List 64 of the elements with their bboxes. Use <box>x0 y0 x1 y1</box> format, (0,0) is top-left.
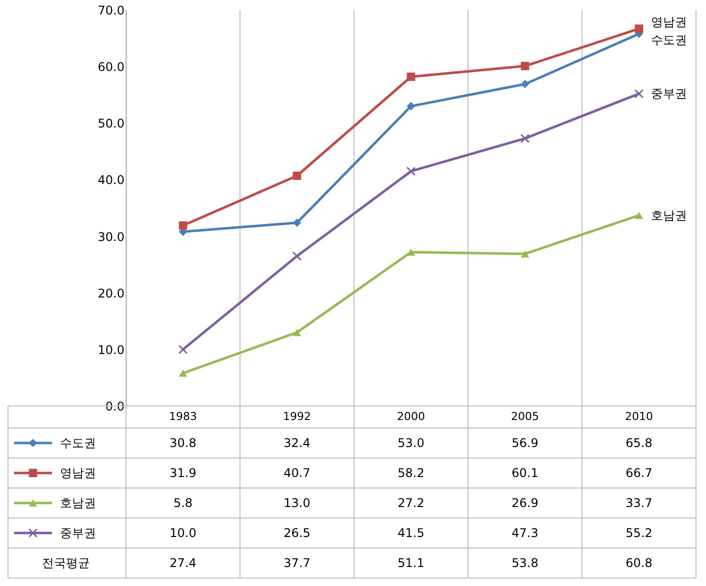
text: 53.8 <box>512 556 538 570</box>
point <box>292 218 302 227</box>
data-label: 26.9 <box>512 496 538 510</box>
data-label: 58.2 <box>398 466 424 480</box>
data-label: 56.9 <box>512 436 538 450</box>
data-label: 26.5 <box>284 526 310 540</box>
data-label: 10.0 <box>170 526 196 540</box>
x-tick-label: 2000 <box>397 410 425 423</box>
legend-label: 수도권 <box>60 436 96 450</box>
data-label: 31.9 <box>170 466 196 480</box>
data-label: 33.7 <box>626 496 652 510</box>
y-tick-label: 50.0 <box>98 116 124 131</box>
legend-label: 중부권 <box>60 526 96 540</box>
y-tick-label: 30.0 <box>98 230 124 244</box>
y-tick-label: 20.0 <box>98 286 124 300</box>
point <box>634 89 644 98</box>
point <box>406 102 416 110</box>
x-tick-label: 1983 <box>169 410 197 423</box>
x-tick-label: 2010 <box>625 410 653 423</box>
text: 60.8 <box>626 556 652 570</box>
data-label: 40.7 <box>284 466 310 480</box>
point <box>634 24 644 33</box>
point <box>406 166 416 176</box>
text: 전국평균 <box>42 556 90 570</box>
text: 중부권 <box>651 86 687 101</box>
text: 37.7 <box>284 556 310 570</box>
data-label: 5.8 <box>173 496 193 510</box>
x-tick-label: 2005 <box>511 410 539 423</box>
data-label: 55.2 <box>626 526 652 540</box>
data-label: 30.8 <box>170 436 196 450</box>
point <box>406 248 416 256</box>
text: 영남권 <box>651 15 687 30</box>
data-label: 41.5 <box>398 526 424 540</box>
x-tick-label: 1992 <box>283 410 311 423</box>
y-tick-label: 70.0 <box>98 4 124 18</box>
point <box>292 328 302 336</box>
point <box>520 62 530 70</box>
point <box>292 172 302 180</box>
y-tick-label: 10.0 <box>98 342 124 357</box>
data-label: 27.2 <box>398 496 424 510</box>
data-label: 65.8 <box>626 436 652 450</box>
y-tick-label: 60.0 <box>98 60 124 74</box>
legend-label: 호남권 <box>60 496 96 510</box>
point <box>178 370 188 377</box>
data-label: 13.0 <box>284 496 310 510</box>
legend-label: 영남권 <box>60 466 96 480</box>
data-label: 47.3 <box>512 526 538 540</box>
point <box>292 251 302 261</box>
point <box>520 80 530 88</box>
text: 수도권 <box>651 33 687 48</box>
data-label: 32.4 <box>284 436 310 450</box>
text: 51.1 <box>398 556 424 570</box>
point <box>520 134 530 144</box>
point <box>178 221 188 230</box>
data-label: 66.7 <box>626 466 652 480</box>
data-label: 60.1 <box>512 466 538 480</box>
point <box>406 72 416 81</box>
point <box>178 344 188 354</box>
text: 호남권 <box>651 208 687 222</box>
point <box>634 212 644 219</box>
point <box>520 250 530 258</box>
text: 27.4 <box>170 556 196 570</box>
data-label: 53.0 <box>398 436 424 450</box>
y-tick-label: 40.0 <box>98 173 124 188</box>
